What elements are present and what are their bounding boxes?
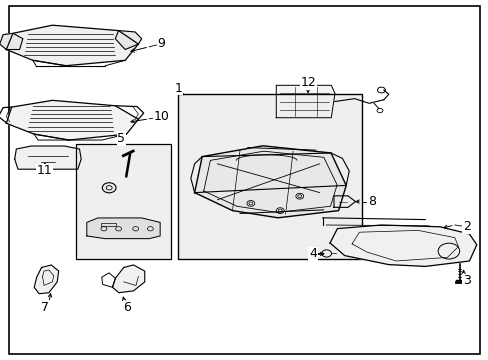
Polygon shape bbox=[333, 196, 355, 207]
Text: 3: 3 bbox=[462, 274, 470, 287]
Text: 5: 5 bbox=[117, 132, 125, 145]
Text: 11: 11 bbox=[37, 165, 53, 177]
Polygon shape bbox=[194, 146, 346, 218]
Polygon shape bbox=[329, 225, 476, 266]
Polygon shape bbox=[6, 25, 138, 66]
Bar bbox=[178, 94, 361, 259]
Polygon shape bbox=[115, 31, 142, 49]
Bar bbox=[102, 223, 116, 226]
Text: 6: 6 bbox=[123, 301, 131, 314]
Text: 10: 10 bbox=[153, 111, 169, 123]
Polygon shape bbox=[0, 33, 23, 49]
Polygon shape bbox=[112, 265, 144, 293]
Polygon shape bbox=[276, 85, 334, 118]
Text: 2: 2 bbox=[462, 220, 470, 233]
Polygon shape bbox=[6, 100, 138, 140]
Text: 1: 1 bbox=[174, 82, 182, 95]
Text: 9: 9 bbox=[157, 37, 165, 50]
Text: 4: 4 bbox=[308, 247, 316, 260]
Text: 7: 7 bbox=[41, 301, 49, 314]
Polygon shape bbox=[15, 146, 81, 169]
Bar bbox=[76, 144, 171, 259]
Polygon shape bbox=[87, 218, 160, 239]
Text: 8: 8 bbox=[367, 195, 375, 208]
Polygon shape bbox=[34, 265, 59, 294]
Text: 12: 12 bbox=[300, 76, 315, 89]
